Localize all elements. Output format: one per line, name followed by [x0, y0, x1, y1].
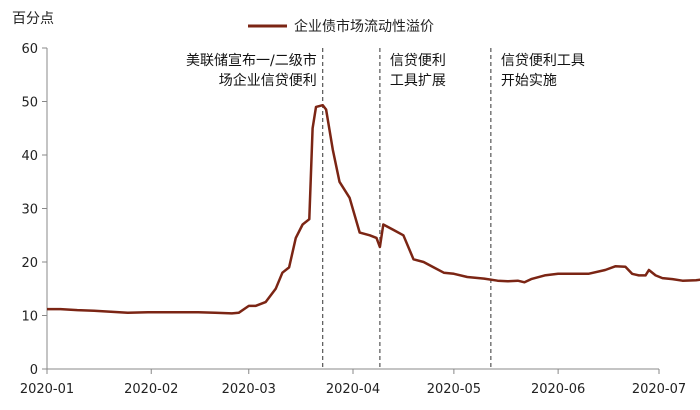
- y-tick-label: 0: [30, 363, 38, 378]
- y-tick-label: 40: [21, 149, 38, 164]
- y-tick-label: 60: [21, 42, 38, 57]
- x-tick-label: 2020-05: [427, 382, 481, 397]
- y-tick-label: 30: [21, 203, 38, 218]
- x-tick-label: 2020-06: [531, 382, 585, 397]
- x-tick-label: 2020-01: [20, 382, 74, 397]
- annotation-label: 开始实施: [501, 73, 557, 89]
- y-tick-label: 10: [21, 310, 38, 325]
- y-unit-label: 百分点: [12, 11, 54, 27]
- series-line: [47, 103, 700, 315]
- x-tick-label: 2020-04: [326, 382, 380, 397]
- annotation-label: 美联储宣布一/二级市: [186, 52, 317, 69]
- annotation-label: 工具扩展: [390, 73, 446, 89]
- x-tick-label: 2020-07: [632, 382, 686, 397]
- legend: 企业债市场流动性溢价: [248, 18, 434, 35]
- axes: 0 10 20 30 40 50 60 2020-01 2020-02 2020-03 2020-0…: [20, 42, 686, 397]
- y-tick-label: 50: [21, 96, 38, 111]
- annotation-label: 信贷便利工具: [501, 53, 585, 69]
- y-tick-label: 20: [21, 256, 38, 271]
- legend-label: 企业债市场流动性溢价: [294, 18, 434, 35]
- x-tick-label: 2020-03: [222, 382, 276, 397]
- x-tick-label: 2020-02: [124, 382, 178, 397]
- annotation-label: 信贷便利: [390, 53, 446, 69]
- annotation-label: 场企业信贷便利: [219, 72, 317, 89]
